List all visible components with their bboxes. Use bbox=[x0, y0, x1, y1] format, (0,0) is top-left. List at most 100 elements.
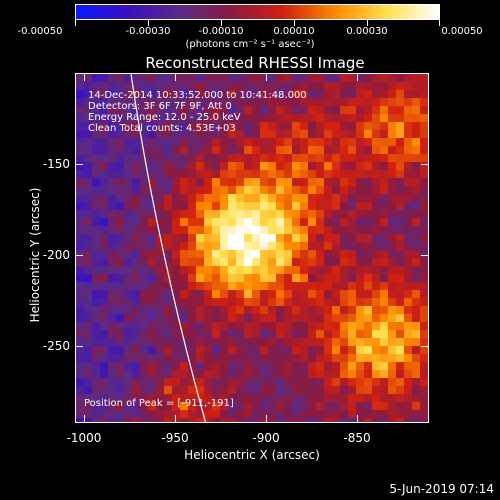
image-pixel bbox=[220, 418, 228, 422]
image-pixel bbox=[260, 282, 268, 290]
image-pixel bbox=[356, 162, 364, 170]
image-pixel bbox=[308, 274, 316, 282]
image-pixel bbox=[236, 82, 244, 90]
image-pixel bbox=[76, 378, 84, 386]
image-pixel bbox=[204, 218, 212, 226]
image-pixel bbox=[188, 74, 196, 82]
image-pixel bbox=[84, 170, 92, 178]
image-pixel bbox=[140, 218, 148, 226]
image-pixel bbox=[84, 194, 92, 202]
image-pixel bbox=[140, 394, 148, 402]
image-pixel bbox=[228, 162, 236, 170]
image-pixel bbox=[228, 106, 236, 114]
image-pixel bbox=[124, 386, 132, 394]
image-pixel bbox=[340, 330, 348, 338]
image-pixel bbox=[364, 402, 372, 410]
image-pixel bbox=[76, 394, 84, 402]
image-pixel bbox=[268, 346, 276, 354]
image-pixel bbox=[116, 402, 124, 410]
image-pixel bbox=[372, 202, 380, 210]
image-pixel bbox=[252, 178, 260, 186]
image-pixel bbox=[348, 346, 356, 354]
image-pixel bbox=[404, 306, 412, 314]
image-pixel bbox=[412, 298, 420, 306]
image-pixel bbox=[172, 338, 180, 346]
image-pixel bbox=[356, 170, 364, 178]
image-pixel bbox=[92, 354, 100, 362]
image-pixel bbox=[132, 218, 140, 226]
image-pixel bbox=[188, 98, 196, 106]
image-pixel bbox=[148, 322, 156, 330]
image-pixel bbox=[92, 402, 100, 410]
image-pixel bbox=[316, 98, 324, 106]
image-pixel bbox=[300, 274, 308, 282]
image-pixel bbox=[420, 362, 428, 370]
image-pixel bbox=[156, 298, 164, 306]
image-pixel bbox=[172, 354, 180, 362]
image-pixel bbox=[204, 402, 212, 410]
image-pixel bbox=[388, 234, 396, 242]
image-pixel bbox=[308, 250, 316, 258]
image-pixel bbox=[292, 234, 300, 242]
image-pixel bbox=[268, 370, 276, 378]
image-pixel bbox=[156, 290, 164, 298]
image-pixel bbox=[420, 82, 428, 90]
image-pixel bbox=[132, 370, 140, 378]
image-pixel bbox=[388, 162, 396, 170]
image-pixel bbox=[100, 354, 108, 362]
image-pixel bbox=[332, 362, 340, 370]
image-pixel bbox=[108, 290, 116, 298]
image-pixel bbox=[284, 226, 292, 234]
image-pixel bbox=[100, 258, 108, 266]
image-pixel bbox=[116, 242, 124, 250]
image-pixel bbox=[164, 218, 172, 226]
image-pixel bbox=[204, 226, 212, 234]
image-pixel bbox=[268, 418, 276, 422]
image-pixel bbox=[164, 386, 172, 394]
image-pixel bbox=[116, 306, 124, 314]
image-pixel bbox=[364, 170, 372, 178]
image-pixel bbox=[260, 162, 268, 170]
image-pixel bbox=[108, 98, 116, 106]
image-pixel bbox=[100, 138, 108, 146]
image-pixel bbox=[428, 338, 429, 346]
image-pixel bbox=[228, 98, 236, 106]
image-pixel bbox=[428, 82, 429, 90]
image-pixel bbox=[196, 74, 204, 82]
image-pixel bbox=[108, 154, 116, 162]
image-pixel bbox=[308, 258, 316, 266]
image-pixel bbox=[188, 338, 196, 346]
image-pixel bbox=[276, 186, 284, 194]
image-pixel bbox=[316, 274, 324, 282]
image-pixel bbox=[108, 370, 116, 378]
image-pixel bbox=[180, 402, 188, 410]
image-pixel bbox=[84, 90, 92, 98]
image-pixel bbox=[156, 122, 164, 130]
image-pixel bbox=[196, 114, 204, 122]
image-pixel bbox=[84, 402, 92, 410]
image-pixel bbox=[420, 250, 428, 258]
image-pixel bbox=[340, 402, 348, 410]
image-pixel bbox=[356, 114, 364, 122]
image-pixel bbox=[364, 290, 372, 298]
image-pixel bbox=[420, 410, 428, 418]
image-pixel bbox=[388, 146, 396, 154]
image-pixel bbox=[76, 98, 84, 106]
image-pixel bbox=[180, 354, 188, 362]
image-pixel bbox=[260, 226, 268, 234]
image-pixel bbox=[220, 410, 228, 418]
image-pixel bbox=[404, 354, 412, 362]
image-pixel bbox=[244, 378, 252, 386]
image-pixel bbox=[332, 346, 340, 354]
image-pixel bbox=[252, 338, 260, 346]
image-pixel bbox=[212, 154, 220, 162]
image-pixel bbox=[124, 290, 132, 298]
image-pixel bbox=[244, 138, 252, 146]
image-pixel bbox=[420, 354, 428, 362]
image-pixel bbox=[164, 274, 172, 282]
image-pixel bbox=[348, 362, 356, 370]
image-pixel bbox=[196, 330, 204, 338]
image-pixel bbox=[164, 130, 172, 138]
image-plot: 14-Dec-2014 10:33:52.000 to 10:41:48.000… bbox=[75, 73, 429, 423]
image-pixel bbox=[316, 186, 324, 194]
